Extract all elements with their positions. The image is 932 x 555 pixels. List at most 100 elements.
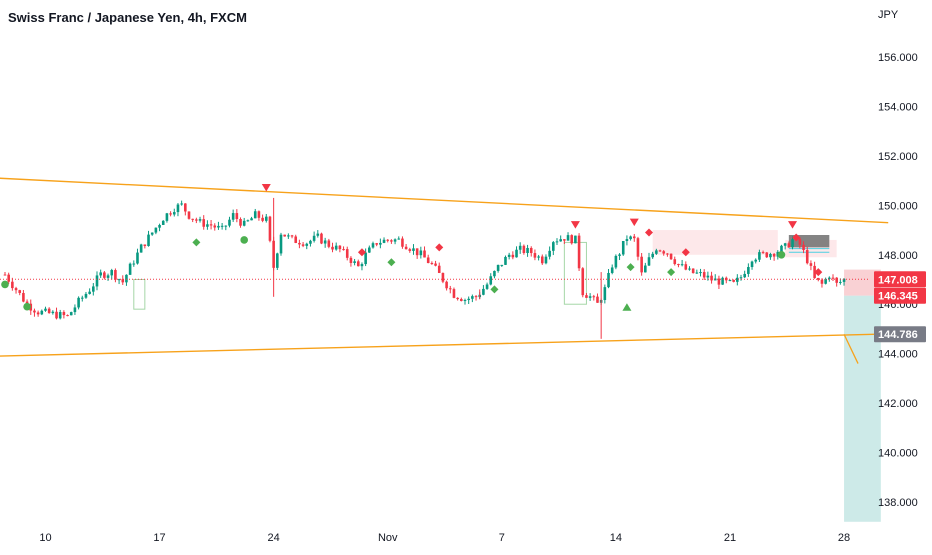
candle-body [463, 300, 467, 302]
candle-body [839, 281, 842, 283]
candle-body [618, 254, 621, 256]
candle-body [228, 219, 231, 226]
candle-body [816, 277, 820, 280]
candle-body [621, 240, 625, 255]
candle-body [559, 239, 562, 242]
price-label-bg [874, 271, 926, 288]
y-tick-label: 150.000 [878, 200, 918, 212]
candle-body [14, 288, 18, 291]
candle-body [47, 308, 51, 314]
candle-body [647, 257, 651, 266]
candle-body [666, 253, 669, 255]
candle-body [165, 213, 169, 221]
candle-body [695, 272, 699, 274]
candle-body [169, 213, 172, 215]
candle-body [224, 225, 228, 227]
candle-body [769, 254, 772, 258]
candle-body [842, 278, 846, 282]
candle-body [787, 243, 791, 248]
candle-body [732, 279, 735, 282]
green-diamond-marker [192, 238, 201, 247]
candle-body [835, 277, 838, 283]
candle-body [264, 216, 268, 221]
candle-body [161, 220, 165, 225]
candle-body [33, 310, 36, 313]
candle-body [482, 288, 485, 295]
candle-body [467, 298, 470, 301]
candle-body [342, 249, 345, 251]
candle-body [121, 279, 125, 283]
candle-body [283, 234, 286, 237]
candle-body [632, 236, 636, 239]
candle-body [364, 252, 367, 265]
candle-body [419, 250, 423, 256]
candle-body [809, 263, 813, 266]
green-diamond-marker [626, 263, 635, 272]
candle-body [246, 220, 250, 222]
candle-body [88, 291, 91, 294]
candle-body [198, 219, 202, 221]
candle-body [504, 256, 507, 265]
candle-body [662, 251, 666, 254]
candle-body [511, 254, 515, 258]
candle-body [117, 279, 121, 281]
candle-body [555, 241, 559, 243]
red-diamond-marker [814, 268, 823, 277]
candle-body [231, 213, 235, 220]
candle-body [603, 287, 607, 301]
candle-body [448, 288, 452, 290]
candle-body [780, 245, 783, 252]
candle-body [195, 219, 198, 221]
candle-body [379, 242, 382, 245]
y-tick-label: 156.000 [878, 52, 918, 64]
candle-body [791, 239, 794, 248]
candle-body [316, 233, 320, 236]
candle-body [92, 286, 95, 292]
candle-body [191, 218, 194, 220]
candle-body [58, 312, 62, 319]
position-tool[interactable] [843, 269, 881, 522]
zones-layer [133, 230, 837, 310]
candle-body [202, 219, 206, 227]
candle-body [375, 243, 378, 245]
candle-body [754, 259, 758, 262]
candle-body [290, 235, 294, 237]
candle-body [577, 235, 581, 269]
red-diamond-marker [792, 233, 801, 242]
x-tick-label: 21 [724, 532, 736, 544]
candle-body [323, 240, 327, 244]
candle-body [187, 211, 191, 219]
candle-body [22, 292, 25, 302]
candle-body [309, 240, 312, 244]
candle-body [423, 250, 426, 258]
candle-body [625, 239, 629, 241]
candle-body [386, 239, 390, 241]
candle-body [139, 244, 143, 253]
candle-body [206, 224, 209, 227]
candles-layer [3, 197, 846, 339]
candle-body [397, 238, 401, 240]
candle-body [522, 245, 526, 254]
candle-body [415, 248, 419, 256]
candle-body [452, 289, 456, 298]
candle-body [298, 242, 301, 245]
y-tick-label: 140.000 [878, 448, 918, 460]
x-tick-label: 28 [838, 532, 850, 544]
candle-body [327, 240, 331, 247]
candle-body [242, 220, 246, 226]
supply-zone [652, 230, 778, 255]
candle-body [393, 239, 397, 242]
candle-body [743, 273, 746, 278]
green-circle-marker [777, 250, 786, 259]
candle-body [3, 274, 7, 276]
candle-body [596, 296, 599, 303]
candle-body [390, 240, 393, 242]
candle-body [610, 267, 614, 273]
candle-body [758, 252, 761, 260]
candle-body [489, 276, 493, 285]
candle-body [581, 268, 585, 296]
candle-body [368, 247, 371, 253]
candle-body [736, 277, 739, 282]
